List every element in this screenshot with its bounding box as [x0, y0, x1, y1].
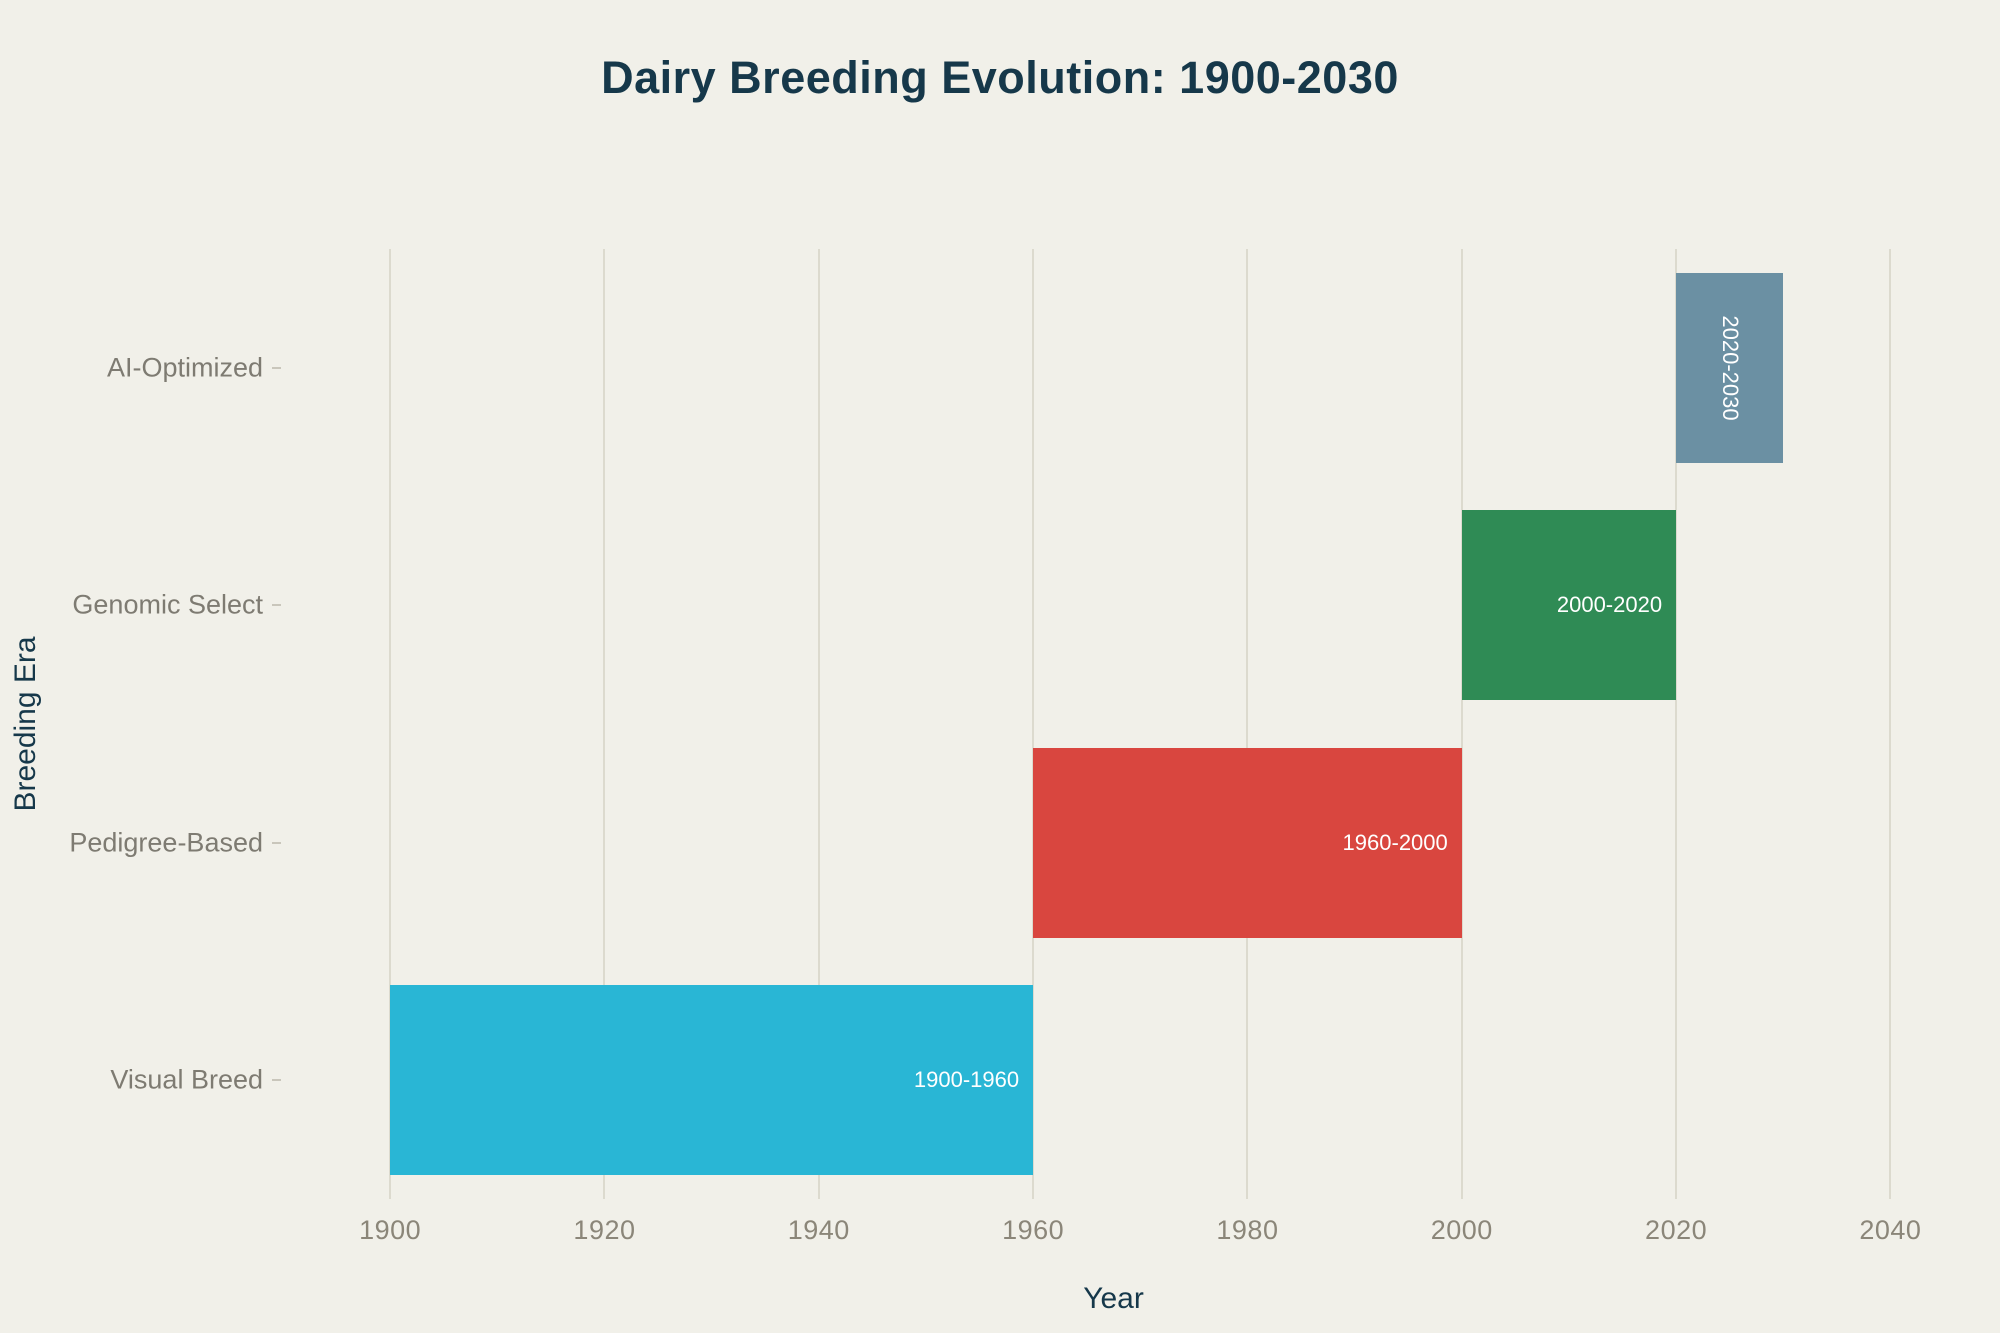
x-axis-title: Year	[1083, 1282, 1144, 1315]
gridline-1960	[1032, 249, 1035, 1199]
bar-visual-breed: 1900-1960	[390, 985, 1034, 1176]
plot-area: 2020-2030 2000-2020 1960-2000 1900-1960	[283, 249, 1944, 1199]
x-tick-label-1960: 1960	[1002, 1215, 1065, 1245]
y-tick-visual-breed	[272, 1079, 281, 1082]
x-tick-label-2020: 2020	[1645, 1215, 1708, 1245]
gridline-2000	[1460, 249, 1463, 1199]
y-category-visual-breed: Visual Breed	[110, 1064, 263, 1095]
bar-ai-optimized: 2020-2030	[1676, 272, 1784, 463]
bar-label-ai-optimized: 2020-2030	[1717, 315, 1743, 421]
bar-genomic-select: 2000-2020	[1461, 510, 1677, 701]
y-category-pedigree-based: Pedigree-Based	[69, 827, 263, 858]
y-axis-title: Breeding Era	[9, 636, 42, 812]
x-tick-label-2040: 2040	[1859, 1215, 1922, 1245]
x-tick-label-1940: 1940	[787, 1215, 850, 1245]
gridline-2040	[1889, 249, 1892, 1199]
y-tick-pedigree-based	[272, 841, 281, 844]
chart-title: Dairy Breeding Evolution: 1900-2030	[601, 52, 1399, 103]
x-axis: 1900 1920 1940 1960 1980 2000 2020 2040	[283, 1199, 1944, 1269]
bar-label-genomic-select: 2000-2020	[1556, 592, 1663, 618]
bar-pedigree-based: 1960-2000	[1033, 747, 1462, 938]
y-category-ai-optimized: AI-Optimized	[106, 352, 263, 383]
y-category-genomic-select: Genomic Select	[72, 589, 263, 620]
y-axis: AI-Optimized Genomic Select Pedigree-Based…	[0, 249, 283, 1199]
x-tick-label-1900: 1900	[359, 1215, 422, 1245]
y-tick-genomic-select	[272, 604, 281, 607]
bar-label-visual-breed: 1900-1960	[913, 1067, 1020, 1093]
gridline-1900	[389, 249, 392, 1199]
y-tick-ai-optimized	[272, 366, 281, 369]
bar-label-pedigree-based: 1960-2000	[1342, 829, 1448, 855]
x-tick-label-1920: 1920	[573, 1215, 636, 1245]
gridline-1980	[1246, 249, 1249, 1199]
x-tick-label-2000: 2000	[1430, 1215, 1493, 1245]
gridline-1940	[817, 249, 820, 1199]
x-tick-label-1980: 1980	[1216, 1215, 1279, 1245]
gridline-2020	[1675, 249, 1678, 1199]
gridline-1920	[603, 249, 606, 1199]
